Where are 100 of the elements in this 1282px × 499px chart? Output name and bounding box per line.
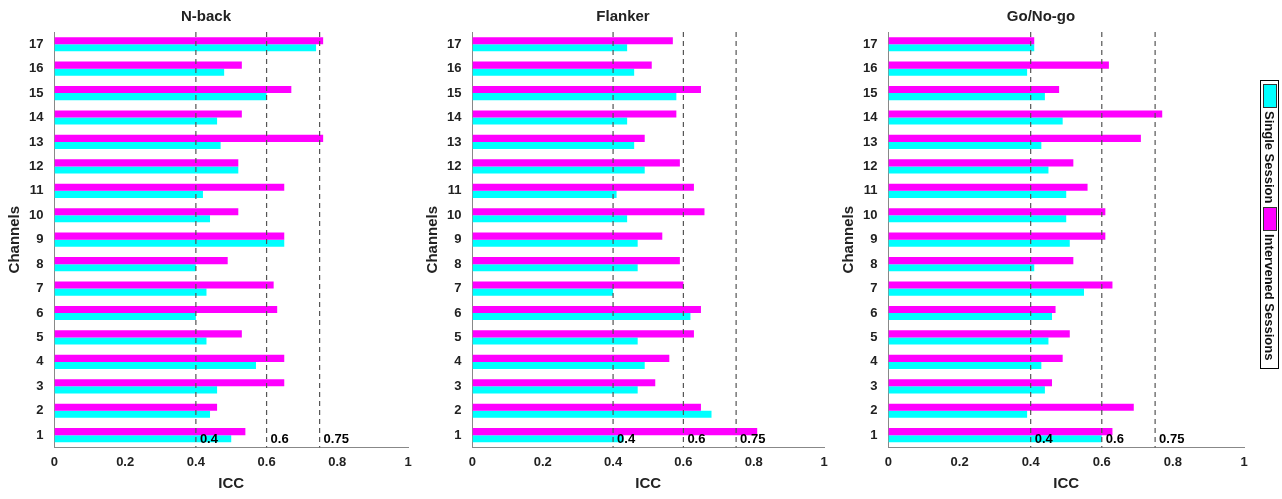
bar xyxy=(888,410,1028,418)
y-tick-label: 2 xyxy=(454,402,462,418)
bar xyxy=(54,386,218,394)
bar xyxy=(472,239,638,247)
bar xyxy=(472,190,617,198)
bar xyxy=(472,110,677,118)
y-tick-label: 17 xyxy=(28,35,44,51)
y-tick-label: 6 xyxy=(454,304,462,320)
bar xyxy=(54,117,218,125)
bar xyxy=(888,159,1074,167)
y-tick-label: 4 xyxy=(36,353,45,369)
bar xyxy=(888,257,1074,265)
y-tick-label: 12 xyxy=(28,157,44,173)
y-tick-label: 1 xyxy=(36,426,44,442)
x-axis-title: ICC xyxy=(1053,474,1080,492)
y-tick-label: 9 xyxy=(36,231,44,247)
bar xyxy=(888,313,1053,321)
bar xyxy=(472,37,673,45)
bar xyxy=(472,141,635,150)
bar xyxy=(54,403,218,411)
bar xyxy=(54,141,221,150)
bar xyxy=(888,288,1085,296)
x-tick-label: 0.4 xyxy=(604,453,623,469)
bar xyxy=(888,37,1035,45)
y-tick-label: 9 xyxy=(870,231,878,247)
bar xyxy=(472,330,694,338)
y-tick-label: 6 xyxy=(36,304,44,320)
bar xyxy=(54,264,196,272)
x-tick-label: 0 xyxy=(468,453,477,469)
y-tick-label: 3 xyxy=(870,377,878,393)
y-tick-label: 9 xyxy=(454,231,462,247)
y-tick-label: 14 xyxy=(446,109,463,125)
y-tick-label: 10 xyxy=(862,206,878,222)
bar xyxy=(54,93,267,101)
bar xyxy=(472,93,677,101)
ref-line-label: 0.6 xyxy=(270,431,289,447)
bar xyxy=(54,239,285,247)
bar xyxy=(472,61,652,69)
bar xyxy=(888,379,1053,387)
x-tick-label: 1 xyxy=(1240,453,1248,469)
y-tick-label: 13 xyxy=(862,133,878,149)
bar xyxy=(472,386,638,394)
bar xyxy=(472,44,628,52)
y-tick-label: 5 xyxy=(454,329,462,345)
y-tick-label: 12 xyxy=(862,157,878,173)
x-tick-label: 0.8 xyxy=(744,453,763,469)
y-axis-title: Channels xyxy=(423,205,441,274)
bar xyxy=(54,110,242,118)
bar xyxy=(888,281,1113,289)
bar xyxy=(54,428,246,436)
y-tick-label: 10 xyxy=(446,206,462,222)
y-tick-label: 8 xyxy=(454,255,462,271)
chart-title: N-back xyxy=(180,7,232,25)
bar xyxy=(888,117,1063,125)
y-tick-label: 11 xyxy=(863,182,878,198)
x-tick-label: 0.2 xyxy=(533,453,552,469)
bar xyxy=(472,428,758,436)
legend-label: Intervened Sessions xyxy=(1262,234,1277,361)
bar xyxy=(54,159,239,167)
bar xyxy=(888,330,1070,338)
bar xyxy=(888,354,1063,362)
y-tick-label: 8 xyxy=(870,255,878,271)
bar xyxy=(888,337,1049,345)
bar xyxy=(888,166,1049,174)
bar xyxy=(472,257,680,265)
bar xyxy=(54,313,196,321)
x-tick-label: 0.6 xyxy=(257,453,276,469)
y-tick-label: 4 xyxy=(454,353,463,369)
x-tick-label: 0.4 xyxy=(1021,453,1041,469)
bar xyxy=(888,403,1134,411)
bar xyxy=(472,134,645,142)
bar xyxy=(472,117,628,125)
x-axis-title: ICC xyxy=(218,474,245,492)
y-tick-label: 4 xyxy=(870,353,879,369)
bar xyxy=(54,68,225,76)
bar xyxy=(888,141,1042,150)
bar xyxy=(472,288,614,296)
chart-title: Go/No-go xyxy=(1006,7,1076,25)
y-tick-label: 8 xyxy=(36,255,44,271)
y-axis-title: Channels xyxy=(839,205,857,274)
y-tick-label: 7 xyxy=(36,280,44,296)
x-axis-title: ICC xyxy=(635,474,662,492)
x-tick-label: 0.6 xyxy=(1092,453,1111,469)
y-tick-label: 3 xyxy=(454,377,462,393)
bar xyxy=(888,208,1106,216)
bar xyxy=(472,215,628,223)
x-tick-label: 1 xyxy=(404,453,412,469)
bar xyxy=(888,305,1056,314)
y-tick-label: 2 xyxy=(870,402,878,418)
y-tick-label: 1 xyxy=(454,426,462,442)
bar xyxy=(472,410,712,418)
bar xyxy=(54,166,239,174)
bar xyxy=(888,428,1113,436)
bar xyxy=(472,403,701,411)
y-tick-label: 12 xyxy=(446,157,462,173)
bar xyxy=(54,305,278,314)
y-tick-label: 16 xyxy=(28,60,44,76)
bar xyxy=(888,361,1042,369)
y-tick-label: 17 xyxy=(446,35,462,51)
ref-line-label: 0.75 xyxy=(1159,431,1185,447)
